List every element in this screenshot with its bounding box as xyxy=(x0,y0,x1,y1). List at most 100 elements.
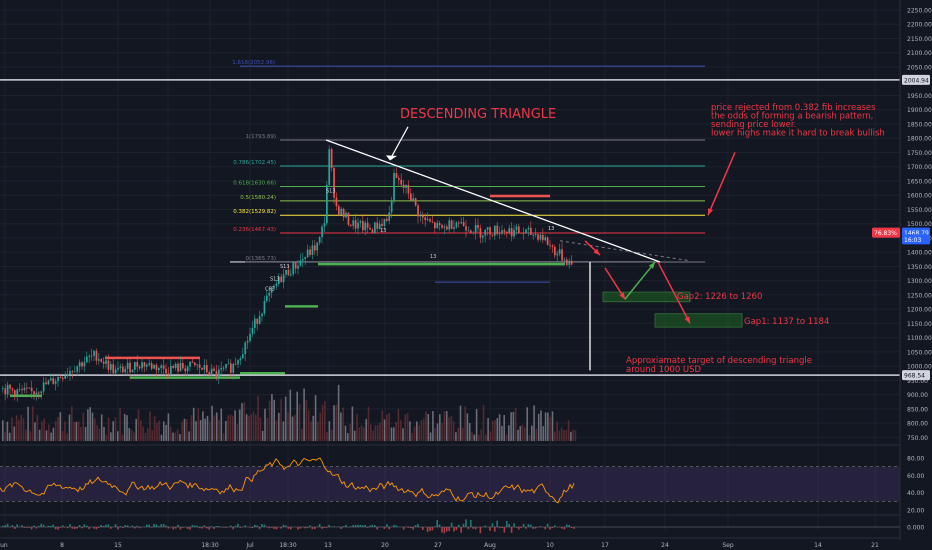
candle-body xyxy=(9,384,11,389)
candle-body xyxy=(93,350,95,356)
price-tick-label: 2050.00 xyxy=(907,64,932,71)
volume-bar xyxy=(531,425,533,441)
macd-histogram-bar xyxy=(35,527,38,529)
candle-body xyxy=(23,387,26,391)
volume-bar xyxy=(393,427,395,441)
volume-bar xyxy=(356,413,358,441)
candle-body xyxy=(124,368,127,373)
price-tick-label: 2150.00 xyxy=(907,36,932,43)
time-tick-label: 21 xyxy=(871,542,879,549)
candle-body xyxy=(18,389,21,391)
candle-body xyxy=(230,363,232,373)
price-tick-label: 750.00 xyxy=(907,435,928,442)
time-tick-label: 8 xyxy=(60,542,64,549)
macd-histogram-bar xyxy=(441,527,443,533)
candle-body xyxy=(326,184,328,224)
volume-bar xyxy=(220,408,223,441)
volume-bar xyxy=(353,430,356,441)
candle-body xyxy=(170,366,172,374)
candle-body xyxy=(366,222,369,228)
macd-histogram-bar xyxy=(155,524,158,527)
price-axis[interactable]: 2250.00 2200.00 2150.00 2100.00 2050.00 1950.… xyxy=(872,0,932,550)
macd-histogram-bar xyxy=(251,527,254,528)
price-tag-label: 968.54 xyxy=(904,373,925,380)
macd-histogram-bar xyxy=(71,527,74,529)
macd-histogram-bar xyxy=(496,520,498,527)
macd-histogram-bar xyxy=(443,527,446,534)
macd-histogram-bar xyxy=(479,527,482,534)
volume-bars xyxy=(2,384,577,441)
price-tick-label: 1150.00 xyxy=(907,321,932,328)
macd-histogram-bar xyxy=(59,527,62,528)
volume-bar xyxy=(551,411,554,441)
volume-bar xyxy=(540,410,542,441)
candle-body xyxy=(318,237,321,243)
volume-bar xyxy=(376,425,379,441)
volume-bar xyxy=(280,399,282,441)
price-tick-label: 800.00 xyxy=(907,421,928,428)
candle-body xyxy=(465,226,467,231)
volume-bar xyxy=(367,406,370,441)
macd-histogram-bar xyxy=(256,525,258,527)
candle-body xyxy=(453,227,455,229)
candle-body xyxy=(419,215,422,217)
time-tick-label: Jun xyxy=(0,542,8,549)
volume-bar xyxy=(489,431,492,441)
candle-body xyxy=(467,230,470,232)
volume-bar xyxy=(554,431,556,441)
macd-histogram-bar xyxy=(201,527,203,529)
price-tick-label: 2100.00 xyxy=(907,50,932,57)
candle-body xyxy=(38,392,40,394)
candle-body xyxy=(551,245,554,247)
candle-body xyxy=(268,292,271,296)
fib-label: 1.618(2052.96) xyxy=(232,60,275,66)
candle-body xyxy=(417,205,419,217)
candle-body xyxy=(474,224,477,233)
volume-bar xyxy=(374,425,377,441)
candle-body xyxy=(508,228,511,233)
candle-body xyxy=(186,366,189,372)
macd-histogram-bar xyxy=(50,525,52,527)
volume-bar xyxy=(360,425,363,441)
macd-histogram-bar xyxy=(388,527,390,530)
volume-bar xyxy=(89,407,91,441)
candle-body xyxy=(455,222,458,228)
candle-body xyxy=(232,363,235,373)
macd-histogram-bar xyxy=(417,524,419,527)
candle-body xyxy=(26,387,28,389)
price-tick-label: 1300.00 xyxy=(907,278,932,285)
volume-bar xyxy=(275,420,278,441)
price-tick-label: 1900.00 xyxy=(907,107,932,114)
macd-histogram-bar xyxy=(40,523,42,527)
macd-histogram-bar xyxy=(513,523,515,527)
macd-histogram-bar xyxy=(321,527,323,529)
candle-body xyxy=(330,149,333,168)
volume-bar xyxy=(560,427,563,441)
volume-bar xyxy=(121,434,124,441)
volume-bar xyxy=(498,414,501,441)
candle-body xyxy=(227,363,230,365)
candle-body xyxy=(131,369,134,373)
candle-body xyxy=(100,359,103,362)
candle-body xyxy=(506,231,508,233)
volume-bar xyxy=(324,400,326,441)
time-tick-label: 27 xyxy=(434,542,442,549)
macd-histogram-bar xyxy=(527,523,530,527)
volume-bar xyxy=(236,424,239,441)
candle-body xyxy=(90,355,93,357)
rsi-band xyxy=(0,466,900,502)
volume-bar xyxy=(381,410,384,441)
candle-body xyxy=(426,219,429,221)
macd-histogram-bar xyxy=(6,523,9,527)
candle-body xyxy=(110,364,112,370)
candle-body xyxy=(522,232,525,234)
candle-body xyxy=(59,376,62,378)
time-axis[interactable]: Jun 8 15 18:30 Jul 18:30 13 20 27 Aug 10 17 24 Sep 14 2… xyxy=(0,537,900,549)
macd-pane xyxy=(0,444,900,534)
candle-body xyxy=(503,230,506,232)
candle-body xyxy=(167,373,170,375)
candle-body xyxy=(513,229,515,237)
candle-body xyxy=(570,260,573,265)
volume-bar xyxy=(165,424,167,441)
